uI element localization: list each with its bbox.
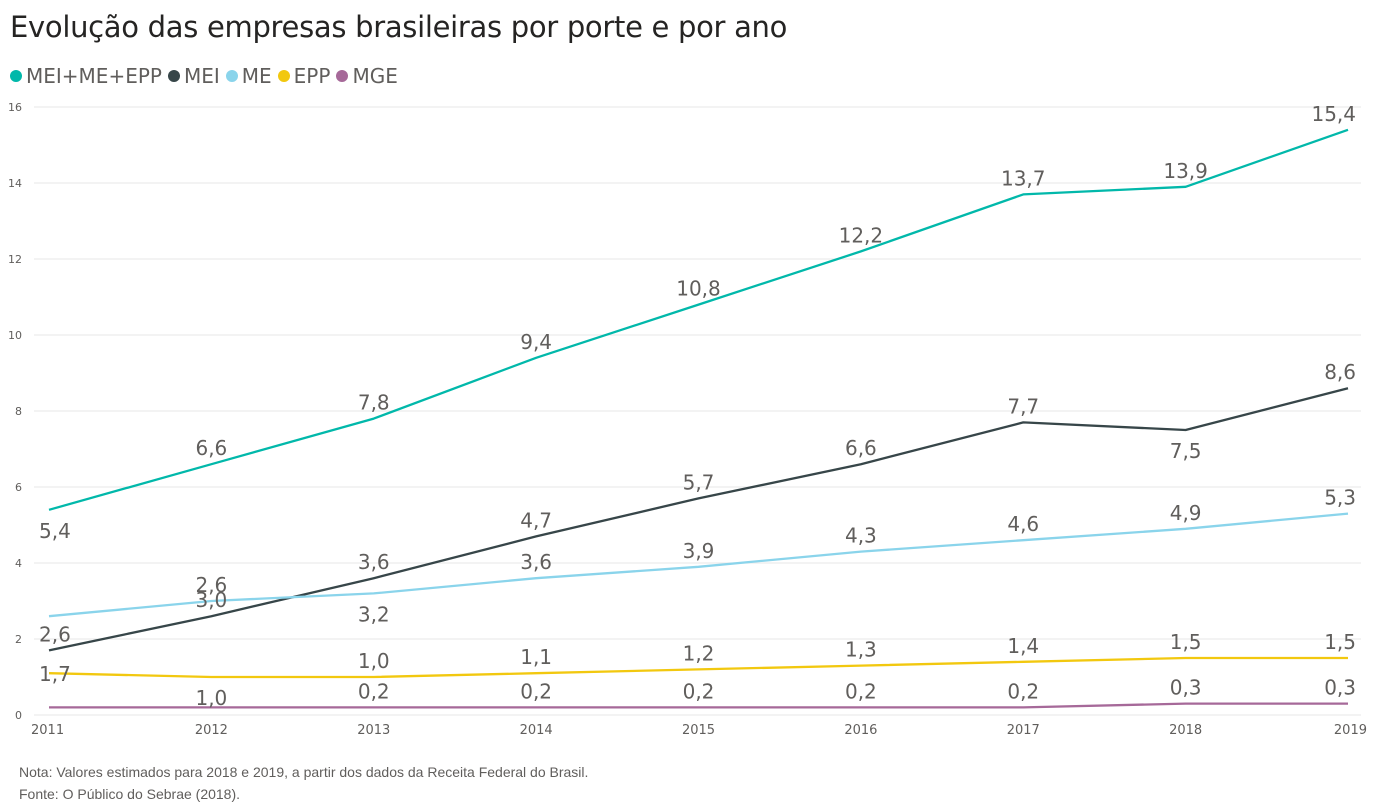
data-label: 6,6 bbox=[845, 436, 877, 460]
legend-item-epp[interactable]: EPP bbox=[277, 64, 331, 88]
legend-dot-icon bbox=[10, 70, 22, 82]
legend-item-mge[interactable]: MGE bbox=[336, 64, 398, 88]
data-label: 2,6 bbox=[195, 573, 227, 597]
data-label: 1,1 bbox=[520, 645, 552, 669]
y-tick-label: 6 bbox=[15, 481, 22, 494]
y-tick-label: 8 bbox=[15, 405, 22, 418]
data-label: 3,6 bbox=[520, 550, 552, 574]
note-text: Nota: Valores estimados para 2018 e 2019… bbox=[19, 764, 589, 780]
legend-label: MGE bbox=[352, 64, 398, 88]
legend-item-mei-me-epp[interactable]: MEI+ME+EPP bbox=[10, 64, 162, 88]
y-tick-label: 10 bbox=[8, 329, 22, 342]
series-line-mei bbox=[48, 387, 1349, 652]
source-text: Fonte: O Público do Sebrae (2018). bbox=[19, 786, 241, 802]
y-tick-label: 12 bbox=[8, 253, 22, 266]
y-tick-label: 4 bbox=[15, 557, 22, 570]
data-label: 1,5 bbox=[1170, 630, 1202, 654]
legend-dot-icon bbox=[167, 70, 180, 82]
x-tick-label: 2015 bbox=[682, 723, 715, 738]
data-label: 5,7 bbox=[683, 470, 715, 494]
data-label: 7,7 bbox=[1007, 394, 1039, 418]
series-line-mei-me-epp bbox=[48, 128, 1349, 511]
series-line-mge bbox=[49, 702, 1348, 709]
data-label: 8,6 bbox=[1324, 360, 1356, 384]
data-label: 0,3 bbox=[1170, 676, 1202, 700]
series-line-epp bbox=[48, 656, 1348, 679]
data-label: 0,2 bbox=[845, 679, 877, 703]
x-axis: 2011 2012 2013 2014 2015 2016 2017 2018 2019 bbox=[31, 723, 1367, 738]
data-label: 1,7 bbox=[39, 662, 71, 686]
data-label: 1,4 bbox=[1007, 634, 1039, 658]
data-label: 6,6 bbox=[195, 436, 227, 460]
data-label: 0,2 bbox=[1007, 679, 1039, 703]
data-label: 0,3 bbox=[1324, 676, 1356, 700]
x-tick-label: 2013 bbox=[357, 723, 390, 738]
x-tick-label: 2012 bbox=[195, 723, 228, 738]
y-tick-label: 2 bbox=[15, 633, 22, 646]
data-label: 0,2 bbox=[520, 679, 552, 703]
data-label: 3,6 bbox=[358, 550, 390, 574]
legend: MEI+ME+EPP MEI ME EPP MGE bbox=[10, 64, 404, 88]
data-label: 3,0 bbox=[195, 588, 227, 612]
data-label: 1,5 bbox=[1324, 630, 1356, 654]
data-label: 4,3 bbox=[845, 524, 877, 548]
legend-item-me[interactable]: ME bbox=[225, 64, 272, 88]
data-label: 1,0 bbox=[358, 649, 390, 673]
y-tick-label: 16 bbox=[8, 101, 22, 114]
data-label: 13,9 bbox=[1163, 159, 1208, 183]
data-label: 5,4 bbox=[39, 519, 71, 543]
data-label: 2,6 bbox=[39, 622, 71, 646]
data-label: 3,2 bbox=[358, 602, 390, 626]
data-label: 3,9 bbox=[683, 539, 715, 563]
data-label: 7,5 bbox=[1170, 439, 1202, 463]
data-label: 4,9 bbox=[1170, 501, 1202, 525]
data-labels: 5,46,67,89,410,812,213,7 13,915,42,63,03,… bbox=[39, 102, 1356, 710]
legend-label: MEI+ME+EPP bbox=[26, 64, 162, 88]
x-tick-label: 2016 bbox=[844, 723, 877, 738]
x-tick-label: 2011 bbox=[31, 723, 64, 738]
data-label: 5,3 bbox=[1324, 486, 1356, 510]
series-line-me bbox=[48, 512, 1349, 618]
legend-dot-icon bbox=[277, 70, 290, 82]
data-label: 0,2 bbox=[358, 679, 390, 703]
y-tick-label: 14 bbox=[8, 177, 22, 190]
gridlines bbox=[34, 106, 1361, 716]
legend-label: ME bbox=[241, 64, 272, 88]
x-tick-label: 2017 bbox=[1007, 723, 1040, 738]
data-label: 9,4 bbox=[520, 330, 552, 354]
data-label: 15,4 bbox=[1311, 102, 1356, 126]
x-tick-label: 2019 bbox=[1334, 723, 1367, 738]
data-label: 4,6 bbox=[1007, 512, 1039, 536]
data-label: 1,0 bbox=[195, 686, 227, 710]
data-label: 4,7 bbox=[520, 508, 552, 532]
chart-title: Evolução das empresas brasileiras por po… bbox=[10, 10, 788, 44]
data-label: 1,2 bbox=[683, 641, 715, 665]
data-label: 12,2 bbox=[839, 223, 884, 247]
legend-dot-icon bbox=[225, 70, 238, 82]
x-tick-label: 2018 bbox=[1169, 723, 1202, 738]
data-label: 13,7 bbox=[1001, 166, 1046, 190]
legend-label: EPP bbox=[293, 64, 331, 88]
data-label: 1,3 bbox=[845, 638, 877, 662]
y-tick-label: 0 bbox=[15, 709, 22, 722]
data-label: 10,8 bbox=[676, 277, 721, 301]
y-axis: 0 2 4 6 8 10 12 14 16 bbox=[8, 101, 22, 722]
legend-dot-icon bbox=[336, 70, 349, 82]
legend-label: MEI bbox=[183, 64, 220, 88]
series-lines bbox=[48, 128, 1349, 709]
legend-item-mei[interactable]: MEI bbox=[167, 64, 220, 88]
data-label: 7,8 bbox=[358, 391, 390, 415]
x-tick-label: 2014 bbox=[520, 723, 553, 738]
data-label: 0,2 bbox=[683, 679, 715, 703]
